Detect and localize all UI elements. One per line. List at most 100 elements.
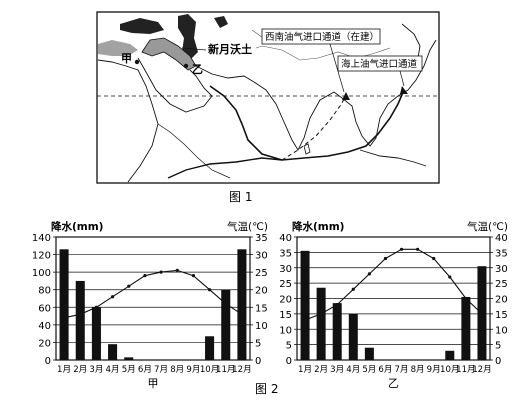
figure1-caption: 图 1 — [229, 190, 252, 204]
temp-tick-label: 25 — [495, 279, 508, 290]
black-sea — [120, 18, 164, 34]
temp-tick-label: 35 — [255, 233, 268, 244]
southwest-route-leader — [329, 43, 345, 93]
precip-tick-label: 10 — [279, 325, 292, 336]
month-label: 8月 — [170, 364, 184, 375]
precip-tick-label: 100 — [32, 268, 51, 279]
temperature-point — [127, 284, 131, 288]
temp-tick-label: 20 — [495, 295, 508, 306]
coastline-arabia — [137, 57, 213, 113]
precip-bar — [237, 249, 247, 360]
temp-tick-label: 5 — [495, 341, 501, 352]
temperature-point — [224, 302, 228, 306]
temp-axis-title: 气温(℃) — [227, 220, 268, 233]
temperature-point — [110, 295, 115, 299]
sea-oil-route — [209, 85, 405, 161]
month-label: 1月 — [57, 364, 71, 375]
month-label: 2月 — [73, 364, 87, 375]
precip-bar — [124, 357, 134, 360]
precip-tick-label: 60 — [38, 303, 51, 314]
month-label: 9月 — [427, 364, 441, 375]
month-label: 7月 — [395, 364, 409, 375]
temperature-point — [207, 288, 212, 292]
precip-bar — [461, 296, 471, 360]
coastline-east-asia — [401, 23, 421, 59]
temperature-point — [448, 275, 452, 279]
temperature-point — [191, 274, 196, 278]
route-arrow — [400, 86, 408, 94]
month-label: 4月 — [346, 364, 360, 375]
month-label: 11月 — [456, 364, 476, 375]
temp-tick-label: 0 — [255, 356, 261, 367]
month-label: 11月 — [216, 364, 236, 375]
mediterranean-sea — [98, 40, 138, 56]
fertile-crescent-leader — [181, 47, 207, 51]
climate-chart-b: 0 5 10 15 20 25 30 35 40 0 5 10 15 20 25 30 35 40 1月 2月 3月 4月… — [279, 220, 508, 390]
temperature-point — [367, 272, 371, 276]
caspian-sea — [178, 14, 198, 60]
sea-route-leader — [399, 70, 405, 87]
temperature-point — [383, 256, 388, 261]
precip-tick-label: 40 — [38, 321, 51, 332]
southwest-oil-route — [281, 95, 347, 161]
temperature-point — [175, 268, 179, 272]
temperature-point — [319, 312, 323, 316]
month-label: 10月 — [440, 364, 460, 375]
month-label: 5月 — [362, 364, 376, 375]
month-label: 4月 — [106, 364, 120, 375]
precip-tick-label: 30 — [279, 264, 292, 275]
month-label: 10月 — [200, 364, 220, 375]
fertile-crescent-label: 新月沃土 — [208, 42, 252, 56]
plot-frame — [55, 236, 251, 361]
precip-bar — [108, 344, 118, 360]
month-label: 2月 — [314, 364, 328, 375]
temperature-point — [143, 274, 147, 278]
temperature-line — [63, 269, 243, 319]
climate-chart-a: 0 20 40 60 80 100 120 140 0 5 10 15 20 25 30 35 1月 2月 3月 4月… — [32, 220, 268, 390]
precip-tick-label: 120 — [32, 251, 51, 262]
temperature-point — [159, 270, 163, 274]
coastline-southeast-asia — [341, 39, 437, 147]
month-label: 12月 — [232, 364, 252, 375]
temperature-point — [62, 316, 66, 320]
temperature-line — [304, 248, 483, 321]
sri-lanka — [303, 143, 311, 155]
temperature-point — [240, 312, 244, 316]
fertile-crescent-label-bg — [206, 41, 256, 56]
month-label: 1月 — [298, 364, 312, 375]
temperature-point — [303, 318, 307, 322]
temp-tick-label: 25 — [255, 268, 268, 279]
temperature-point — [432, 256, 436, 261]
point-a-marker — [134, 59, 140, 65]
temp-tick-label: 10 — [495, 325, 508, 336]
precip-bar — [332, 303, 342, 360]
precip-bar — [221, 289, 231, 360]
temperature-point — [94, 305, 99, 309]
month-label: 8月 — [411, 364, 425, 375]
temperature-point — [416, 247, 420, 251]
precip-tick-label: 80 — [38, 286, 51, 297]
figure2-caption: 图 2 — [255, 382, 278, 396]
temp-tick-label: 40 — [495, 233, 508, 244]
temp-tick-label: 15 — [255, 303, 268, 314]
temp-tick-label: 10 — [255, 321, 268, 332]
coastline-africa — [97, 59, 159, 183]
precip-bar — [59, 249, 69, 360]
temp-tick-label: 30 — [255, 251, 268, 262]
precip-axis-title: 降水(mm) — [292, 220, 344, 233]
coastline-east-africa — [157, 123, 231, 179]
point-b-label: 乙 — [192, 63, 203, 76]
precip-bar — [205, 336, 215, 360]
month-label: 9月 — [186, 364, 200, 375]
sea-route-label-bg — [337, 55, 423, 72]
temperature-point — [335, 303, 339, 307]
sea-route-label: 海上油气进口通道 — [341, 58, 418, 70]
precip-bar — [300, 250, 310, 360]
temp-tick-label: 15 — [495, 310, 508, 321]
precip-bar — [75, 280, 85, 360]
coastline-iran — [195, 65, 255, 83]
temp-tick-label: 20 — [255, 286, 268, 297]
precip-tick-label: 35 — [279, 248, 292, 259]
precip-bar — [316, 287, 326, 360]
sea-oil-route-africa — [167, 157, 283, 179]
